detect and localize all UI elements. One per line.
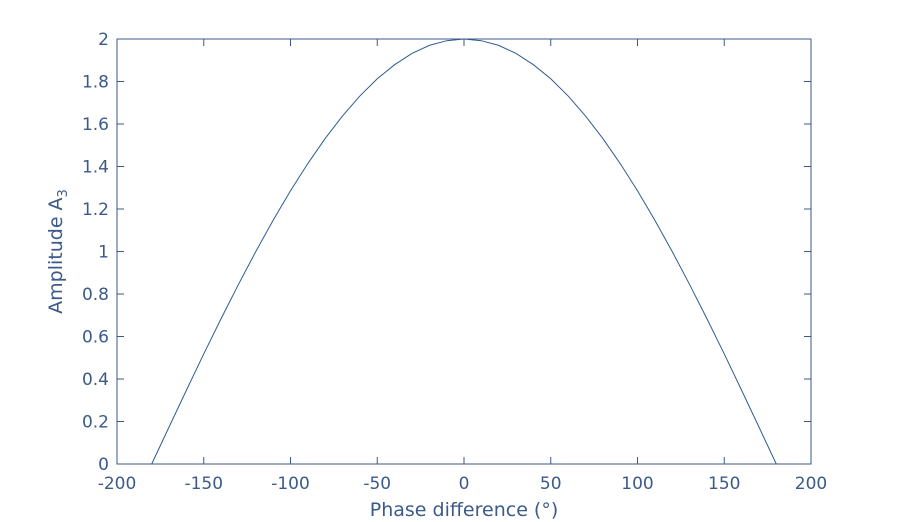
y-axis-title-subscript: 3 [56, 189, 71, 197]
y-axis-title: Amplitude A3 [45, 189, 71, 314]
x-tick-label: 100 [621, 474, 653, 494]
y-tick-label: 1.4 [82, 158, 109, 178]
x-tick-label: 0 [459, 474, 470, 494]
y-tick-label: 1.6 [82, 115, 109, 135]
y-tick-label: 1.8 [82, 73, 109, 93]
y-tick-label: 0 [98, 455, 109, 475]
y-tick-label: 0.8 [82, 285, 109, 305]
y-tick-label: 0.2 [82, 413, 109, 433]
x-tick-label: -150 [184, 474, 223, 494]
x-tick-label: 50 [540, 474, 562, 494]
y-tick-label: 2 [98, 30, 109, 50]
ticks-layer [116, 38, 812, 465]
y-tick-label: 0.4 [82, 370, 109, 390]
x-tick-label: 200 [795, 474, 827, 494]
x-tick-label: -100 [271, 474, 310, 494]
y-tick-label: 1.2 [82, 200, 109, 220]
x-tick-label: -50 [363, 474, 391, 494]
x-tick-label: -200 [98, 474, 137, 494]
x-axis-title: Phase difference (°) [370, 499, 559, 521]
y-tick-label: 0.6 [82, 328, 109, 348]
x-tick-label: 150 [708, 474, 740, 494]
y-axis-title-main: Amplitude A [45, 197, 67, 313]
series-line [151, 38, 777, 465]
tick-labels-layer: -200 -150 -100 -50 0 50 100 150 200 0 0.2 0.4 0.6 0.8… [82, 30, 827, 494]
plot-frame [116, 38, 812, 465]
y-tick-label: 1 [98, 243, 109, 263]
